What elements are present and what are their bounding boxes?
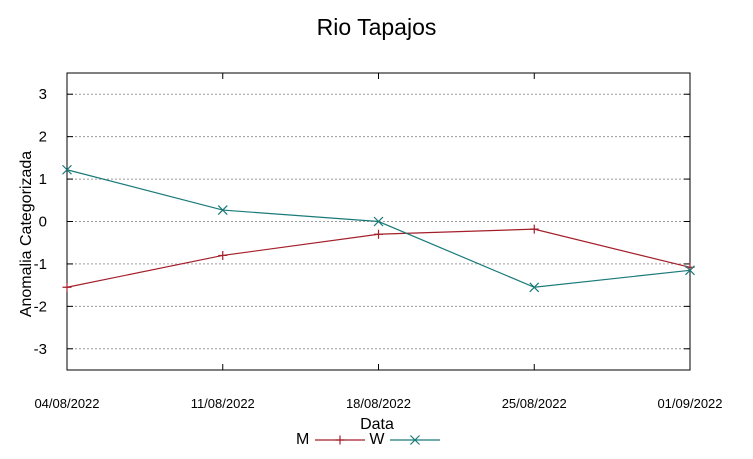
y-tick-label: 2 (39, 129, 47, 146)
x-tick-label: 18/08/2022 (346, 396, 411, 411)
data-point-m (529, 224, 539, 234)
x-axis-label: Data (360, 416, 394, 433)
series-line-w (66, 169, 691, 288)
data-point-m (374, 229, 383, 239)
y-tick-label: -1 (34, 256, 47, 273)
legend-label-w: W (369, 431, 385, 448)
y-tick-label: 1 (39, 171, 47, 188)
y-tick-label: -2 (34, 298, 47, 315)
data-point-w (217, 205, 228, 215)
y-axis: 3 2 1 0 -1 -2 -3 (34, 86, 690, 358)
legend-marker-w (410, 435, 421, 445)
data-point-m (62, 282, 72, 292)
data-point-w (373, 216, 384, 227)
x-tick-label: 04/08/2022 (34, 396, 99, 411)
legend-marker-m (335, 435, 345, 445)
legend-label-m: M (296, 431, 310, 448)
data-point-w (62, 164, 72, 175)
chart-title: Rio Tapajos (316, 14, 437, 40)
y-tick-label: 0 (39, 214, 47, 231)
y-tick-label: -3 (34, 341, 47, 358)
series-group (62, 164, 695, 293)
y-tick-label: 3 (39, 86, 47, 103)
legend: M W (296, 430, 444, 450)
data-point-w (685, 265, 695, 276)
data-point-m (218, 250, 228, 260)
y-axis-label: Anomalia Categorizada (18, 151, 35, 317)
data-point-w (529, 282, 540, 293)
legend-swatch-w (390, 435, 441, 445)
legend-swatch-m (315, 435, 366, 445)
x-tick-label: 11/08/2022 (191, 396, 255, 411)
x-tick-label: 25/08/2022 (502, 396, 567, 411)
x-tick-label: 01/09/2022 (657, 396, 722, 411)
x-axis: 04/08/2022 11/08/2022 18/08/2022 25/08/2022… (34, 73, 723, 411)
